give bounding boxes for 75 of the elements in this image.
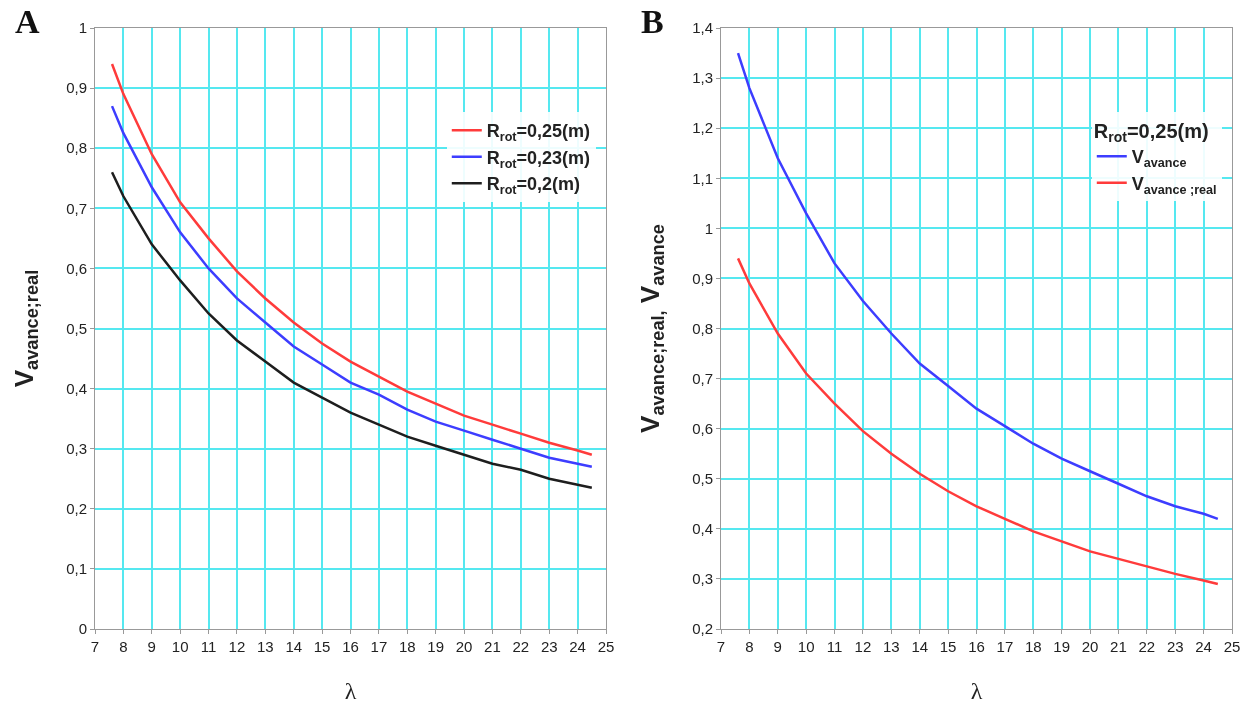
x-tick-label: 24: [569, 638, 586, 655]
y-tick-label: 0,7: [692, 369, 713, 387]
x-tick-label: 8: [119, 638, 128, 655]
y-tick-label: 0,6: [692, 419, 713, 437]
x-tick-label: 22: [512, 638, 530, 655]
x-tick-label: 14: [911, 638, 929, 655]
x-tick-label: 10: [797, 638, 815, 655]
y-tick-label: 0,2: [692, 620, 713, 638]
x-tick-label: 13: [882, 638, 900, 655]
y-tick-label: 1,3: [692, 69, 713, 87]
x-tick-label: 19: [1053, 638, 1071, 655]
y-tick-label: 1,2: [692, 119, 713, 137]
text: B: [641, 3, 664, 40]
legend-label: R$_{rot}$=0,2(m): [486, 174, 581, 197]
x-tick-label: 16: [342, 638, 359, 655]
x-tick-label: 15: [313, 638, 331, 655]
y-tick-label: 1,4: [692, 19, 713, 37]
x-tick-label: 22: [1138, 638, 1156, 655]
line-series: [736, 51, 1220, 521]
y-tick-label: 0: [78, 620, 87, 638]
x-tick-label: 23: [540, 638, 558, 655]
x-tick-label: 7: [90, 638, 100, 655]
y-tick-label: 0,5: [692, 470, 713, 487]
x-tick-label: 10: [171, 638, 189, 655]
y-tick-label: 0,2: [66, 500, 87, 518]
line-series: [110, 170, 594, 490]
x-tick-label: 25: [1223, 638, 1241, 655]
x-tick-label: 7: [716, 638, 726, 655]
y-tick-label: 0,3: [66, 439, 87, 457]
y-tick-label: 1,1: [692, 169, 713, 187]
x-axis-title: λ: [970, 678, 983, 704]
y-tick-label: 0,9: [66, 79, 87, 97]
y-tick-label: 0,4: [66, 379, 87, 397]
x-tick-label: 23: [1166, 638, 1184, 655]
legend-label: R$_{rot}$=0,25(m): [486, 121, 591, 145]
y-tick-label: 1: [78, 19, 87, 37]
y-tick-label: 0,3: [692, 570, 713, 588]
legend-label: V$_{avance ;real}$: [1131, 173, 1217, 197]
x-tick-label: 25: [597, 638, 615, 655]
line-series: [736, 257, 1220, 586]
x-tick-label: 11: [200, 638, 217, 655]
x-tick-label: 12: [854, 638, 872, 655]
y-tick-label: 1: [704, 219, 713, 237]
legend-title: R$_{rot}$=0,25(m): [1093, 120, 1209, 146]
x-axis-title: λ: [344, 678, 357, 704]
legend-label: R$_{rot}$=0,23(m): [486, 147, 591, 171]
x-tick-label: 12: [228, 638, 246, 655]
y-tick-label: 0,6: [66, 259, 87, 277]
x-tick-label: 14: [285, 638, 303, 655]
x-tick-label: 21: [1110, 638, 1127, 655]
x-tick-label: 19: [427, 638, 445, 655]
x-tick-label: 18: [398, 638, 416, 655]
y-tick-label: 0,5: [66, 319, 87, 337]
x-tick-label: 8: [745, 638, 754, 655]
x-tick-label: 24: [1195, 638, 1212, 655]
text: A: [15, 3, 40, 40]
y-tick-label: 0,1: [66, 560, 87, 578]
x-tick-label: 13: [256, 638, 274, 655]
x-tick-label: 18: [1024, 638, 1042, 655]
x-tick-label: 17: [370, 638, 388, 655]
x-tick-label: 9: [147, 638, 156, 655]
y-tick-label: 0,8: [66, 139, 87, 157]
x-tick-label: 20: [1081, 638, 1099, 655]
x-tick-label: 9: [773, 638, 782, 655]
x-tick-label: 17: [996, 638, 1014, 655]
y-tick-label: 0,4: [692, 520, 713, 538]
y-tick-label: 0,8: [692, 319, 713, 337]
x-tick-label: 21: [484, 638, 501, 655]
y-tick-label: 0,7: [66, 199, 87, 217]
legend-label: V$_{avance}$: [1131, 147, 1187, 171]
y-tick-label: 0,9: [692, 269, 713, 287]
x-tick-label: 11: [826, 638, 843, 655]
x-tick-label: 15: [939, 638, 957, 655]
x-tick-label: 20: [455, 638, 473, 655]
x-tick-label: 16: [968, 638, 985, 655]
